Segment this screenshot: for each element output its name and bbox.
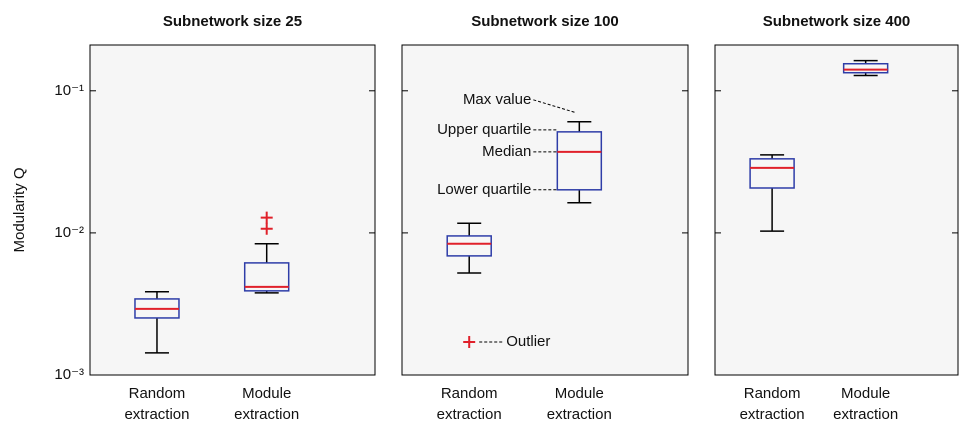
box — [556, 131, 603, 191]
annotation-leader — [533, 99, 577, 114]
box — [842, 62, 889, 74]
outlier-legend-marker — [463, 336, 476, 348]
y-tick-label: 10⁻¹ — [54, 82, 84, 99]
category-label: Random extraction — [124, 385, 189, 423]
panel-title: Subnetwork size 100 — [471, 13, 619, 30]
plot-area — [401, 44, 689, 376]
box — [749, 158, 795, 189]
y-tick-label: 10⁻³ — [54, 366, 84, 383]
outlier — [260, 222, 273, 235]
category-label: Random extraction — [740, 385, 805, 423]
plot-area — [89, 44, 376, 376]
category-label: Module extraction — [547, 385, 612, 423]
annotation: Upper quartile — [437, 121, 531, 138]
panel-title: Subnetwork size 25 — [163, 13, 302, 30]
category-label: Module extraction — [833, 385, 898, 423]
box — [243, 262, 290, 292]
y-tick-label: 10⁻² — [54, 224, 84, 241]
annotation: Lower quartile — [437, 181, 531, 198]
category-label: Random extraction — [437, 385, 502, 423]
outlier — [260, 211, 273, 224]
annotation: Median — [482, 143, 531, 160]
y-axis-label: Modularity Q — [11, 167, 28, 252]
panel-title: Subnetwork size 400 — [763, 13, 911, 30]
box — [446, 235, 492, 257]
category-label: Module extraction — [234, 385, 299, 423]
plot-area — [714, 44, 959, 376]
annotation: Outlier — [506, 333, 550, 350]
annotation: Max value — [463, 91, 531, 108]
